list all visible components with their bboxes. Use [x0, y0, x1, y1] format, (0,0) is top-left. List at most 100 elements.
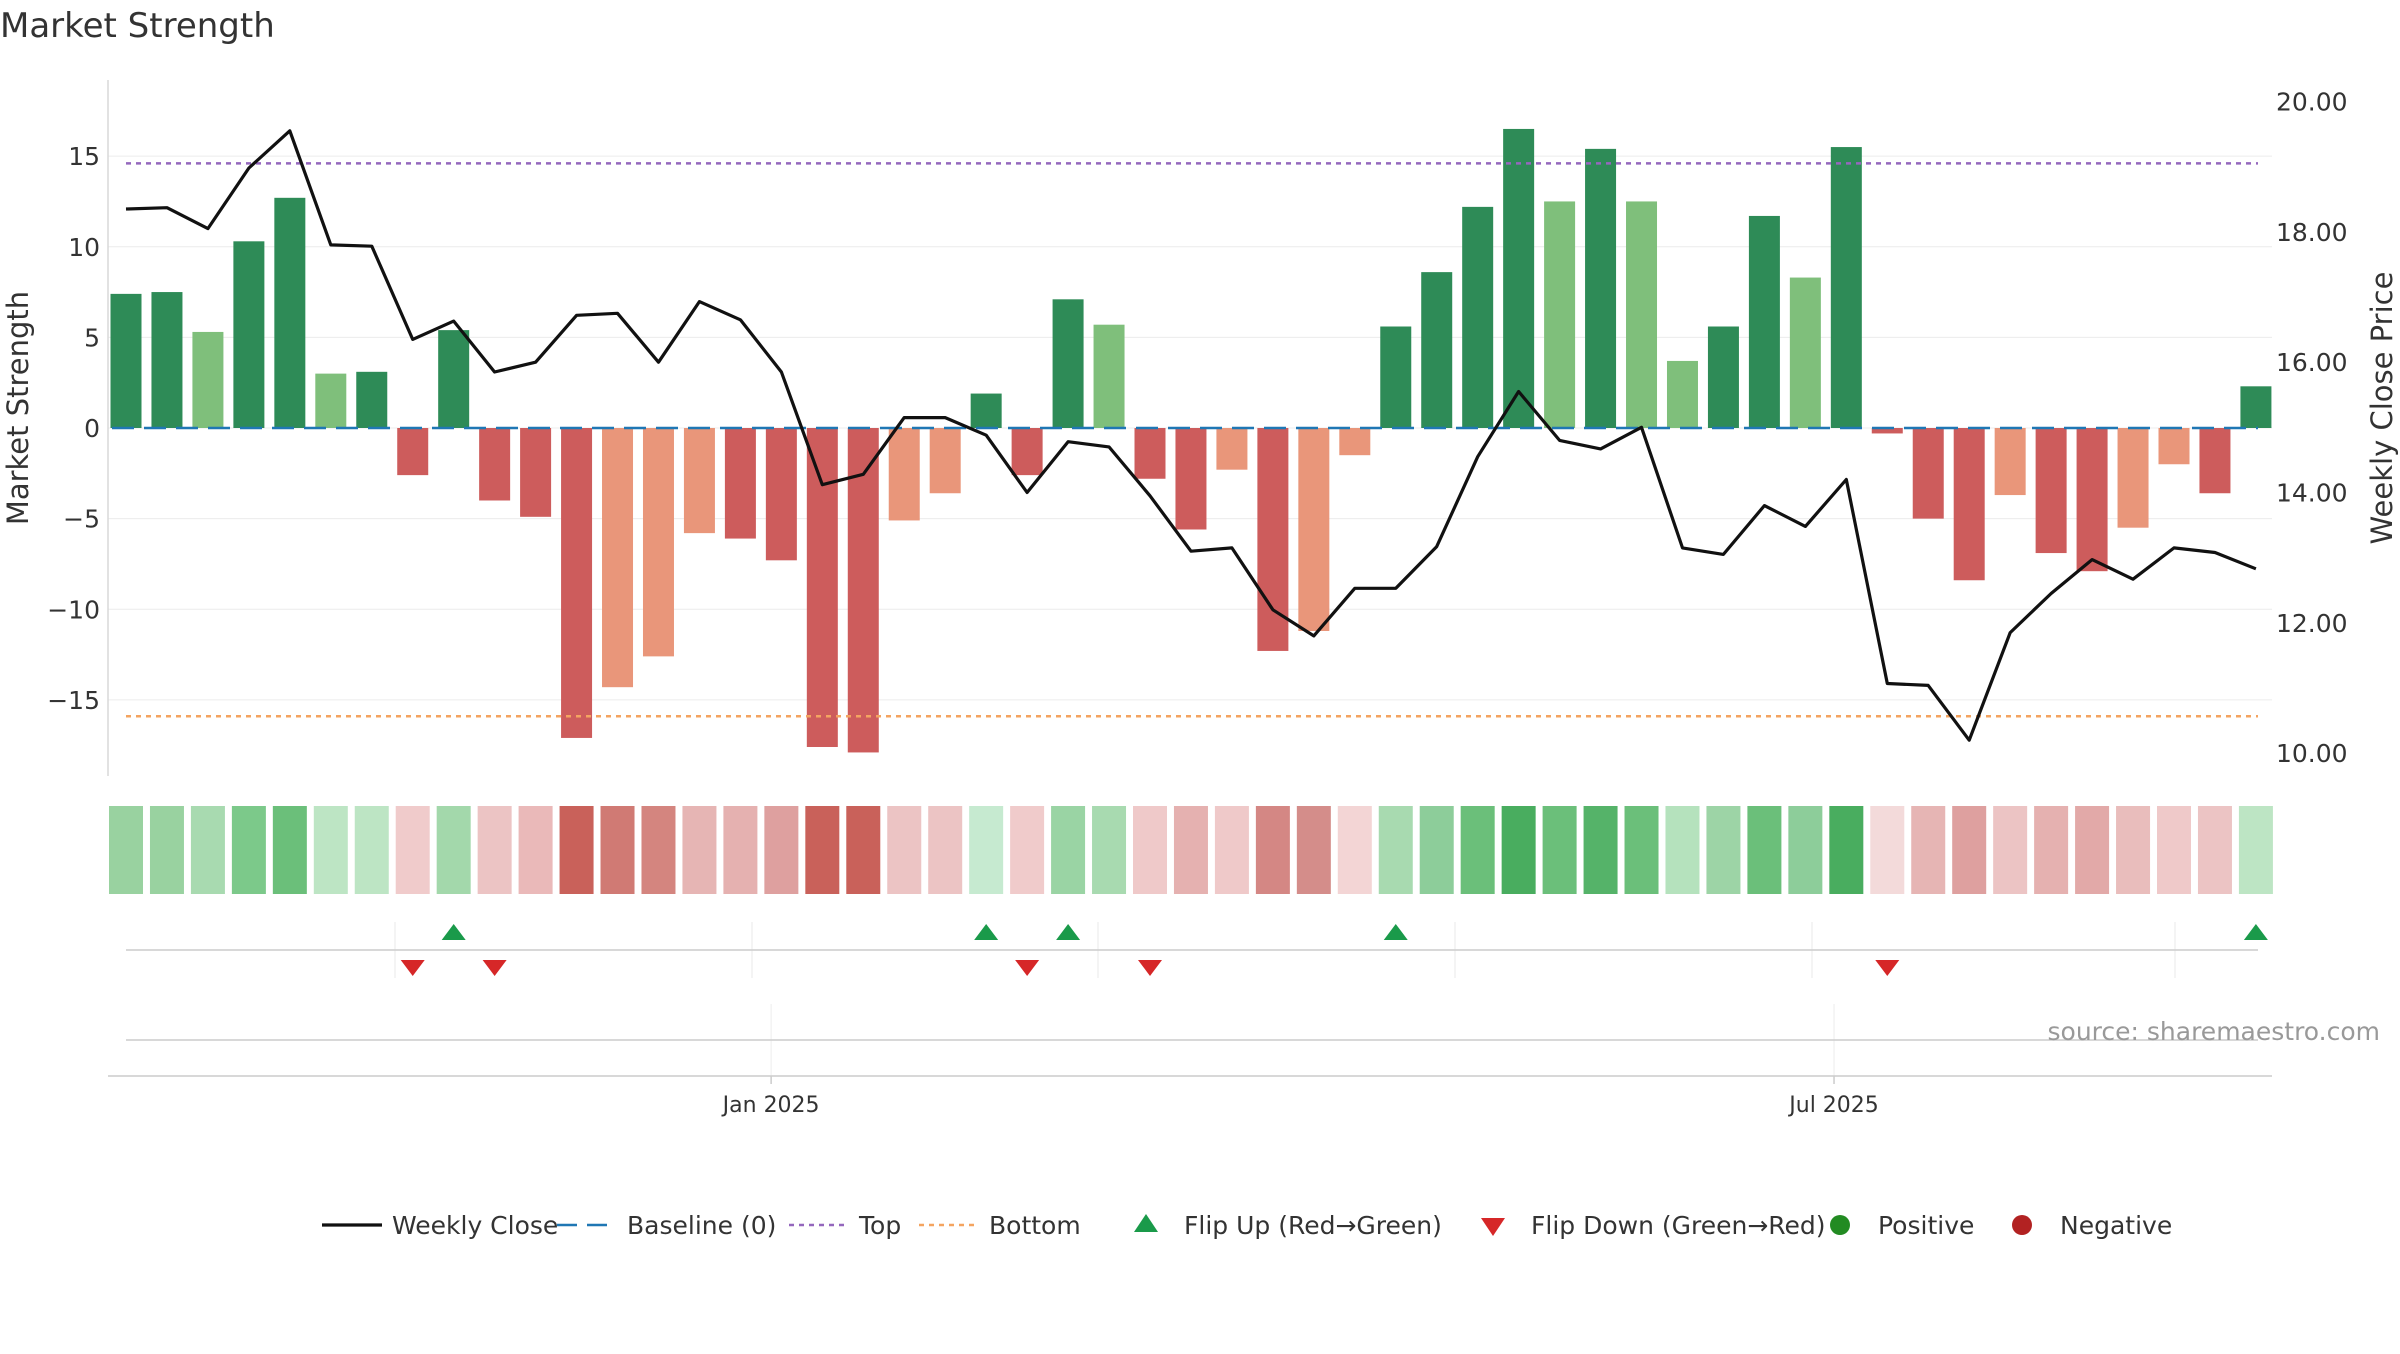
- strength-bar: [642, 428, 674, 657]
- heatmap-cell: [1706, 806, 1741, 894]
- strength-bar: [929, 428, 961, 494]
- strength-bar: [151, 292, 183, 428]
- heatmap-cell: [1665, 806, 1700, 894]
- heatmap-cell: [1133, 806, 1167, 894]
- strength-bar: [520, 428, 552, 517]
- heatmap-cell: [1747, 806, 1782, 894]
- flip-down-marker: [482, 960, 507, 976]
- strength-bar: [2035, 428, 2067, 554]
- strength-bar: [970, 393, 1002, 428]
- heatmap-cell: [354, 806, 389, 894]
- heatmap-cell: [518, 806, 553, 894]
- heatmap-cell: [641, 806, 676, 894]
- legend-label: Flip Up (Red→Green): [1184, 1211, 1442, 1240]
- legend-swatch: [1481, 1218, 1505, 1236]
- heatmap-cell: [395, 806, 430, 894]
- legend-swatch: [1830, 1215, 1850, 1235]
- legend-item: Negative: [2012, 1211, 2172, 1240]
- strength-bar: [274, 197, 306, 428]
- y2-tick-label: 10.00: [2276, 739, 2348, 768]
- legend-swatch: [2012, 1215, 2032, 1235]
- heatmap-cell: [109, 806, 143, 894]
- strength-bar: [1707, 326, 1739, 428]
- heatmap-cell: [2034, 806, 2069, 894]
- heatmap-cell: [1214, 806, 1249, 894]
- heatmap-cell: [272, 806, 307, 894]
- strength-bar: [683, 428, 715, 534]
- strength-bar: [1175, 428, 1207, 530]
- heatmap-cell: [2238, 806, 2273, 894]
- heatmap-cell: [1173, 806, 1208, 894]
- strength-bar: [1830, 147, 1862, 428]
- heatmap-cell: [1870, 806, 1905, 894]
- legend-label: Weekly Close: [392, 1211, 558, 1240]
- heatmap-cell: [1583, 806, 1618, 894]
- strength-bar: [1093, 324, 1125, 428]
- strength-bar: [1380, 326, 1412, 428]
- strength-bar: [1134, 428, 1166, 479]
- strength-bar: [1626, 201, 1658, 428]
- strength-bar: [1052, 299, 1084, 428]
- heatmap-cell: [1419, 806, 1454, 894]
- heatmap-cell: [190, 806, 225, 894]
- strength-bar: [1953, 428, 1985, 581]
- heatmap-cell: [1337, 806, 1372, 894]
- source-text: source: sharemaestro.com: [2048, 1017, 2381, 1046]
- legend-item: Baseline (0): [557, 1211, 776, 1240]
- heatmap-cell: [1460, 806, 1495, 894]
- heatmap-cell: [1010, 806, 1045, 894]
- strength-bar: [1748, 215, 1780, 428]
- heatmap-cell: [1051, 806, 1086, 894]
- strength-bar: [1666, 360, 1698, 428]
- y-tick-label: 15: [68, 142, 100, 171]
- heatmap-cell: [1993, 806, 2028, 894]
- y-tick-label: −15: [47, 686, 100, 715]
- strength-bar: [233, 241, 265, 428]
- flip-up-marker: [2243, 924, 2268, 940]
- weekly-close-line: [125, 129, 2257, 742]
- heatmap-cell: [559, 806, 594, 894]
- heatmap-cell: [231, 806, 266, 894]
- heatmap-cell: [1829, 806, 1864, 894]
- legend-label: Negative: [2060, 1211, 2172, 1240]
- y2-tick-label: 20.00: [2276, 88, 2348, 117]
- flip-up-marker: [1383, 924, 1408, 940]
- heatmap-cell: [436, 806, 471, 894]
- heatmap-cell: [846, 806, 881, 894]
- strength-bar: [356, 371, 388, 428]
- strength-bar: [847, 428, 879, 753]
- strength-bar: [2240, 386, 2272, 428]
- heatmap-cell: [313, 806, 348, 894]
- y2-tick-label: 14.00: [2276, 479, 2348, 508]
- legend-label: Top: [858, 1211, 901, 1240]
- legend-label: Baseline (0): [627, 1211, 776, 1240]
- heatmap-cell: [1788, 806, 1823, 894]
- legend-item: Flip Up (Red→Green): [1134, 1211, 1442, 1240]
- legend-item: Positive: [1830, 1211, 1974, 1240]
- heatmap-cell: [1378, 806, 1413, 894]
- heatmap-cell: [682, 806, 717, 894]
- heatmap-cell: [1092, 806, 1127, 894]
- strength-bar: [2199, 428, 2231, 494]
- y2-tick-label: 18.00: [2276, 218, 2348, 247]
- strength-bar: [724, 428, 756, 539]
- heatmap-cell: [2197, 806, 2232, 894]
- strength-bar: [110, 293, 142, 428]
- strength-bar: [806, 428, 838, 747]
- heatmap-cell: [1501, 806, 1536, 894]
- y2-axis-title: Weekly Close Price: [2365, 272, 2399, 545]
- y2-tick-label: 16.00: [2276, 348, 2348, 377]
- y-tick-label: 0: [84, 414, 100, 443]
- strength-bar: [1544, 201, 1576, 428]
- heatmap-cell: [149, 806, 184, 894]
- legend: Weekly Close Baseline (0) Top Bottom Flip Up…: [322, 1211, 2172, 1240]
- strength-bar: [1421, 272, 1453, 428]
- legend-item: Flip Down (Green→Red): [1481, 1211, 1826, 1240]
- heatmap-cell: [2157, 806, 2191, 894]
- heatmap-cell: [723, 806, 758, 894]
- flip-down-marker: [1875, 960, 1900, 976]
- legend-swatch: [1134, 1214, 1158, 1232]
- heatmap-strip: [109, 806, 2273, 894]
